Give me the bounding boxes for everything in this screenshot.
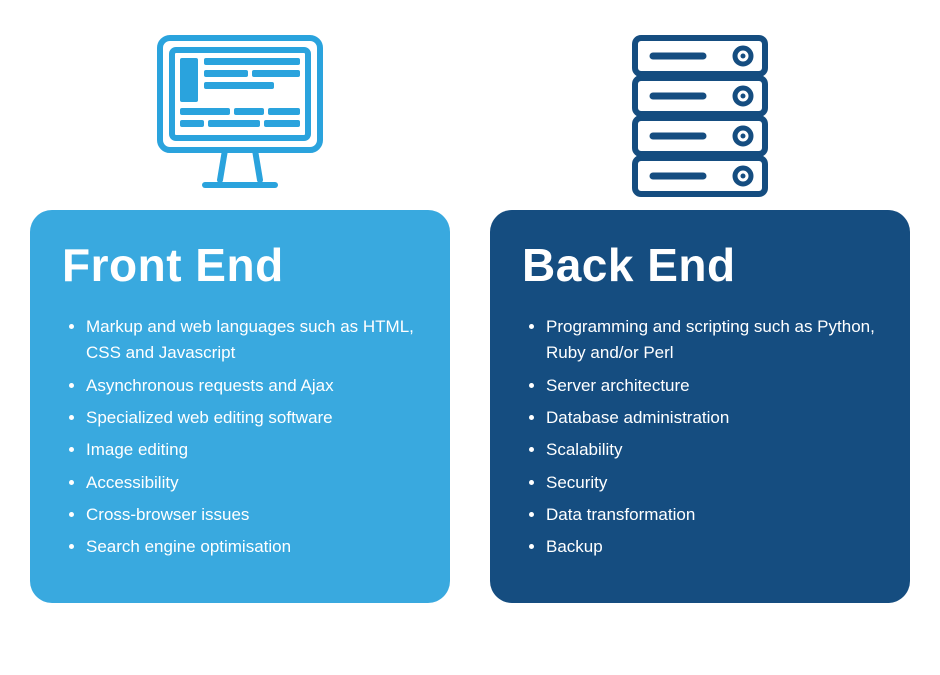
front-end-column: Front End Markup and web languages such …	[30, 20, 450, 655]
list-item: Scalability	[546, 437, 878, 463]
front-end-list: Markup and web languages such as HTML, C…	[62, 314, 418, 561]
back-end-title: Back End	[522, 238, 878, 292]
list-item: Accessibility	[86, 470, 418, 496]
back-end-list: Programming and scripting such as Python…	[522, 314, 878, 561]
front-end-icon-wrap	[150, 20, 330, 210]
back-end-column: Back End Programming and scripting such …	[490, 20, 910, 655]
list-item: Programming and scripting such as Python…	[546, 314, 878, 367]
list-item: Cross-browser issues	[86, 502, 418, 528]
list-item: Specialized web editing software	[86, 405, 418, 431]
list-item: Backup	[546, 534, 878, 560]
list-item: Markup and web languages such as HTML, C…	[86, 314, 418, 367]
back-end-icon-wrap	[625, 20, 775, 210]
server-rack-icon	[625, 30, 775, 200]
back-end-card: Back End Programming and scripting such …	[490, 210, 910, 603]
list-item: Data transformation	[546, 502, 878, 528]
monitor-webpage-icon	[150, 30, 330, 200]
front-end-card: Front End Markup and web languages such …	[30, 210, 450, 603]
list-item: Security	[546, 470, 878, 496]
list-item: Search engine optimisation	[86, 534, 418, 560]
list-item: Database administration	[546, 405, 878, 431]
front-end-title: Front End	[62, 238, 418, 292]
list-item: Server architecture	[546, 373, 878, 399]
list-item: Image editing	[86, 437, 418, 463]
list-item: Asynchronous requests and Ajax	[86, 373, 418, 399]
